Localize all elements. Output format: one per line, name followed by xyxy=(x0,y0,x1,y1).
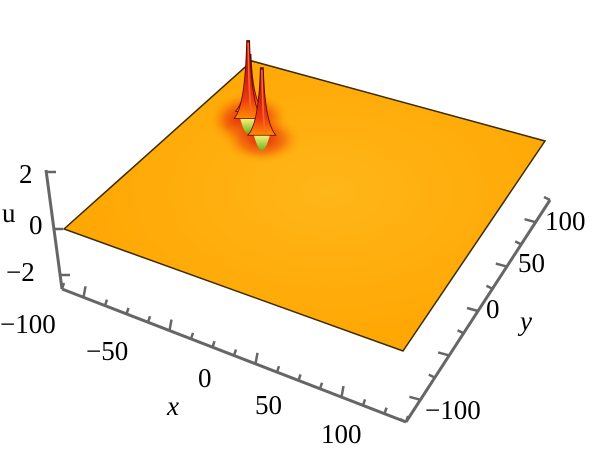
tick-mark xyxy=(383,407,388,415)
y-tick-label: 50 xyxy=(518,248,545,278)
peak-highlight xyxy=(247,42,253,117)
x-tick-label: −100 xyxy=(0,309,56,339)
tick-mark xyxy=(297,374,302,381)
y-tick-label: 100 xyxy=(545,206,586,236)
peaks-layer xyxy=(233,40,277,151)
trough xyxy=(253,135,270,151)
tick-mark xyxy=(428,373,436,379)
tick-mark xyxy=(189,332,195,340)
tick-mark xyxy=(543,195,551,202)
tick-mark xyxy=(485,284,493,290)
y-axis-label: y xyxy=(517,306,532,336)
tick-mark xyxy=(399,417,407,424)
x-axis-label: x xyxy=(166,391,179,421)
z-tick-label: 0 xyxy=(29,210,43,240)
tick-marks xyxy=(46,170,551,424)
z-axis-label: u xyxy=(2,198,16,228)
tick-mark xyxy=(466,306,479,313)
tick-mark xyxy=(409,395,421,402)
tick-mark xyxy=(125,307,130,315)
tick-mark xyxy=(254,352,259,365)
tick-mark xyxy=(437,351,450,357)
tick-mark xyxy=(60,282,66,290)
y-tick-label: 0 xyxy=(486,294,500,324)
peak xyxy=(246,67,277,136)
tick-mark xyxy=(340,385,345,398)
x-tick-label: 100 xyxy=(321,419,362,449)
tick-mark xyxy=(103,299,109,307)
tick-mark xyxy=(457,329,465,335)
tick-mark xyxy=(211,340,216,348)
tick-mark xyxy=(275,365,281,373)
peak-highlight xyxy=(261,69,267,134)
tick-mark xyxy=(361,398,367,406)
z-tick-label: −2 xyxy=(6,257,35,287)
x-tick-label: 50 xyxy=(255,390,282,420)
tick-mark xyxy=(318,382,324,390)
tick-mark xyxy=(146,315,152,323)
x-tick-label: −50 xyxy=(86,336,128,366)
tick-mark xyxy=(495,262,508,268)
tick-mark xyxy=(82,286,87,298)
y-tick-label: −100 xyxy=(425,395,481,425)
surface-plane xyxy=(62,60,547,352)
tick-mark xyxy=(168,319,173,331)
x-tick-label: 0 xyxy=(198,363,212,393)
tick-mark xyxy=(232,349,238,356)
tick-mark xyxy=(524,217,536,224)
tick-mark xyxy=(514,240,522,246)
z-tick-label: 2 xyxy=(19,159,33,189)
